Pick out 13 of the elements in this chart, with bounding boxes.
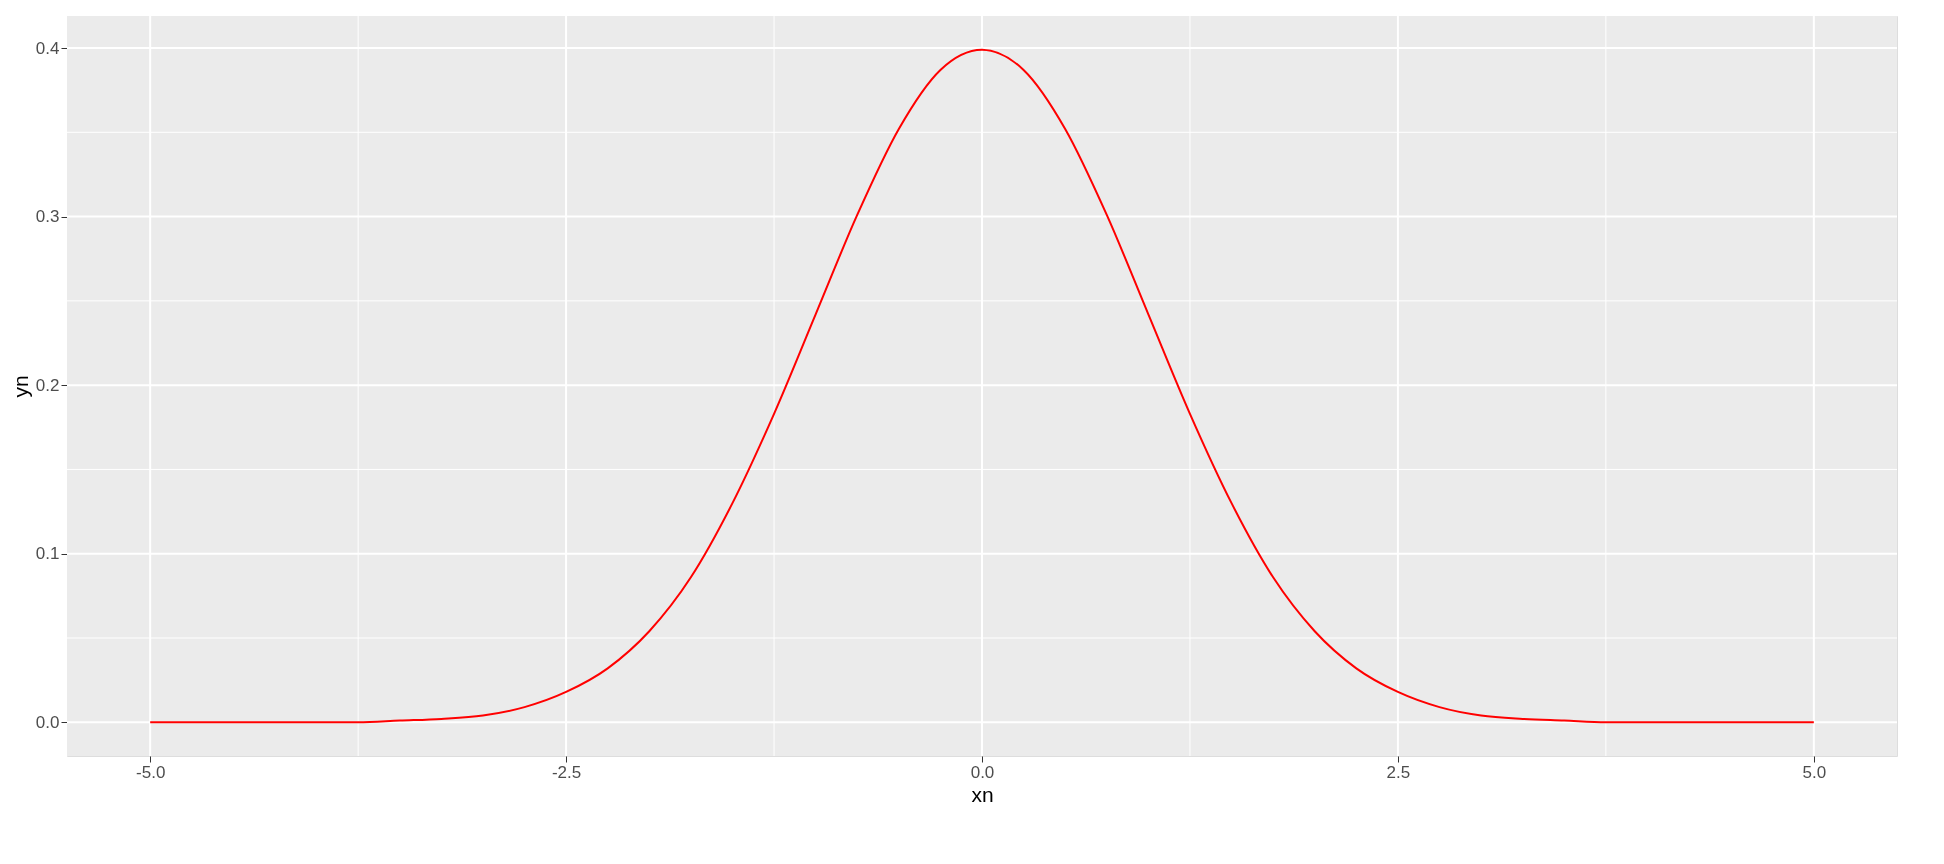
y-tick-label: 0.3 bbox=[35, 207, 60, 227]
x-tick-label: -5.0 bbox=[136, 762, 166, 782]
y-tick-label: 0.4 bbox=[35, 38, 60, 58]
y-tick-label: 0.0 bbox=[35, 712, 60, 732]
x-tick-label: 5.0 bbox=[1802, 762, 1827, 782]
x-tick-label: 2.5 bbox=[1386, 762, 1411, 782]
y-axis-title: yn bbox=[8, 375, 32, 398]
line-series bbox=[149, 48, 1815, 724]
y-tick-label: 0.2 bbox=[35, 375, 60, 395]
x-tick-label: 0.0 bbox=[970, 762, 995, 782]
x-axis-title: xn bbox=[971, 782, 994, 806]
y-tick-label: 0.1 bbox=[35, 544, 60, 564]
x-tick-label: -2.5 bbox=[551, 762, 582, 782]
